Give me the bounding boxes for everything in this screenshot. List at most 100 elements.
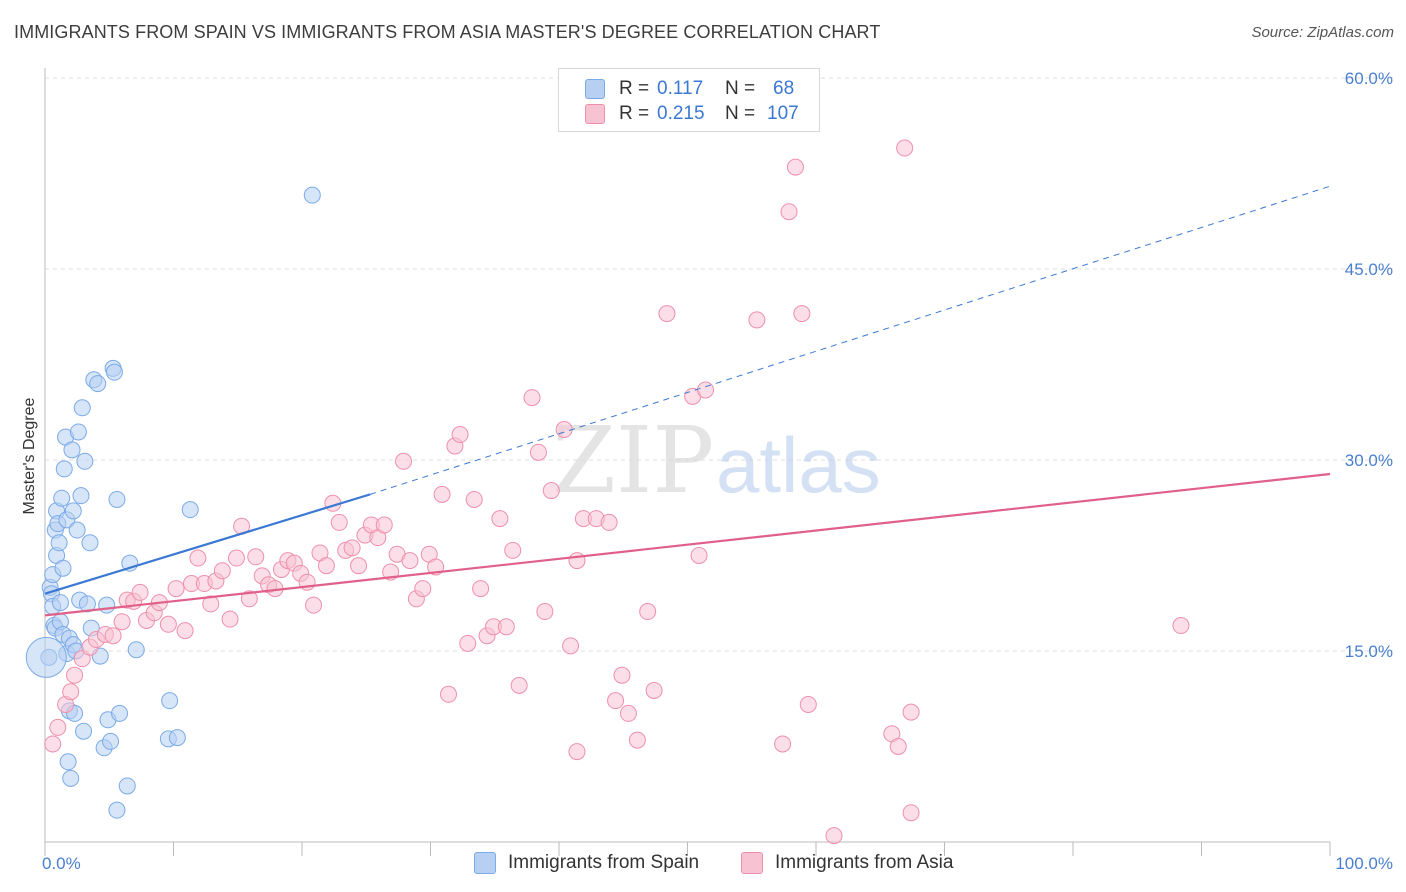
data-point [50,534,68,552]
data-point [628,731,646,749]
data-point [786,158,804,176]
legend-n-value: 107 [767,103,799,124]
data-point [825,827,843,845]
data-point [189,549,207,567]
series-asia [44,139,1190,845]
data-point [303,186,321,204]
data-point [131,583,149,601]
trend-line [44,472,1331,617]
data-point [568,552,586,570]
data-point [64,502,82,520]
data-point [491,510,509,528]
data-point [690,547,708,564]
data-point [523,389,541,407]
data-point [1172,617,1190,635]
x-tick-label: 100.0% [1335,854,1393,873]
legend-r-label: R = [619,78,650,99]
y-tick-label: 15.0% [1345,642,1393,661]
data-point [161,692,179,710]
data-point [793,305,811,323]
data-point [54,559,72,577]
data-point [529,443,547,461]
data-point [774,735,792,753]
data-point [459,634,477,652]
chart-title: IMMIGRANTS FROM SPAIN VS IMMIGRANTS FROM… [14,22,881,42]
data-point [600,513,618,531]
data-point [799,695,817,713]
y-tick-label: 45.0% [1345,260,1393,279]
watermark-atlas: atlas [716,421,881,509]
legend-n-label: N = [725,78,756,99]
data-point [108,490,126,508]
data-point [562,637,580,655]
data-point [645,681,663,699]
data-point [375,516,393,534]
legend-n-value: 68 [773,78,795,99]
data-point [68,521,86,539]
data-point [76,452,94,470]
data-point [902,804,920,822]
data-point [317,557,335,575]
legend-swatch-spain [585,79,605,99]
data-point [305,596,323,614]
bottom-legend-swatch-spain [474,852,496,874]
data-point [127,641,145,659]
data-point [433,485,451,503]
gridlines [45,77,1395,652]
data-point [414,580,432,598]
data-point [118,777,136,795]
y-axis-title: Master's Degree [21,397,38,514]
data-point [75,722,93,740]
series-spain [25,186,321,819]
data-point [113,613,131,631]
watermark-zip: ZIP [552,407,714,514]
data-point [451,426,469,444]
y-tick-label: 60.0% [1345,69,1393,88]
legend-row-asia: R = 0.215 N = 107 [585,102,799,126]
data-point [69,423,87,441]
data-point [896,139,914,157]
data-point [104,627,122,645]
data-point [213,562,231,580]
legend-n-label: N = [725,103,756,124]
source-label: Source: ZipAtlas.com [1251,24,1394,41]
data-point [472,580,490,598]
data-point [73,399,91,417]
bottom-legend-asia: Immigrants from Asia [741,852,953,874]
x-tick-label: 0.0% [42,854,81,873]
data-point [105,363,123,381]
data-point [350,557,368,575]
data-point [658,305,676,323]
data-point [176,622,194,640]
legend-r-value: 0.215 [657,103,705,124]
data-point [607,692,625,710]
data-point [202,595,220,613]
data-point [504,541,522,559]
data-point [227,549,245,567]
legend-r-value: 0.117 [657,78,704,99]
data-point [159,615,177,633]
data-point [168,729,186,747]
data-point [51,594,69,612]
data-point [66,666,84,684]
data-point [181,501,199,519]
data-point [568,743,586,761]
data-point [55,460,73,478]
data-point [240,590,258,608]
data-point [696,381,714,399]
data-point [902,703,920,721]
legend-row-spain: R = 0.117 N = 68 [585,77,794,101]
data-point [49,718,67,736]
data-point [78,595,96,613]
trend-line [44,493,371,595]
data-point [72,487,90,505]
legend-swatch-asia [585,104,605,124]
trend-line-extension [369,185,1331,495]
data-point [98,596,116,614]
data-point [497,618,515,636]
data-point [465,490,483,508]
data-point [639,603,657,621]
data-point [395,452,413,470]
data-point [111,704,129,722]
